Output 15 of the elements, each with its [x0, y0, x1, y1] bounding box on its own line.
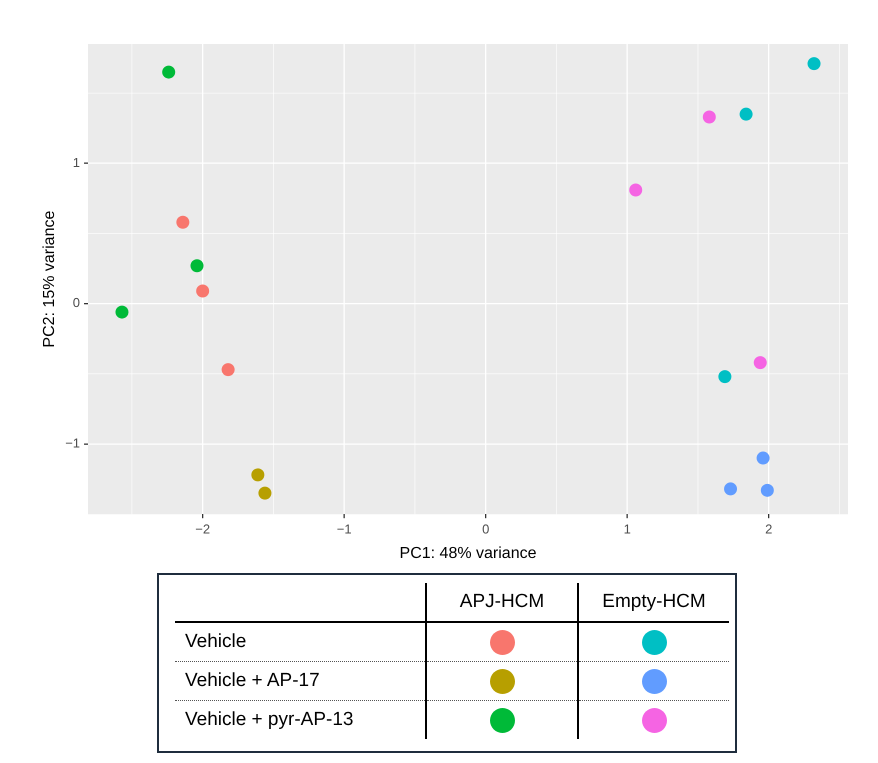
text: Empty-HCM	[601, 590, 707, 614]
text: Vehicle + pyr-AP-13	[175, 700, 426, 739]
text: Vehicle	[175, 622, 426, 662]
text: APJ-HCM	[426, 583, 578, 622]
x-tick-label: 2	[765, 522, 772, 537]
x-tick-label: 0	[482, 522, 490, 537]
x-tick-label: −1	[336, 522, 352, 537]
y-tick-label: 1	[72, 154, 80, 170]
y-axis-title: PC2: 15% variance	[41, 210, 58, 348]
text: Vehicle + AP-17	[175, 662, 426, 700]
x-tick-label: −2	[195, 522, 210, 537]
y-tick-label: 0	[72, 295, 80, 310]
x-axis-title: PC1: 48% variance	[400, 544, 537, 562]
x-tick-label: 1	[624, 522, 631, 537]
y-tick-label: −1	[65, 436, 80, 451]
